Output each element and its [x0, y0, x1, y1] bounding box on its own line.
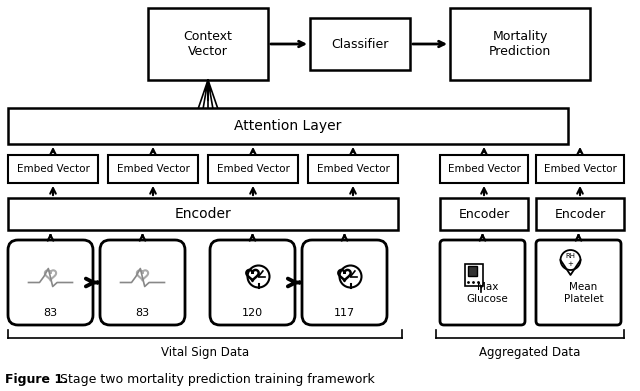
- Text: Encoder: Encoder: [554, 208, 605, 221]
- Text: Attention Layer: Attention Layer: [234, 119, 342, 133]
- Text: Figure 1.: Figure 1.: [5, 373, 68, 386]
- Bar: [8, 108, 568, 144]
- FancyBboxPatch shape: [8, 240, 93, 325]
- Text: Embed Vector: Embed Vector: [317, 164, 389, 174]
- Bar: [440, 198, 528, 230]
- FancyBboxPatch shape: [536, 240, 621, 325]
- Bar: [467, 266, 477, 276]
- Text: RH
+: RH +: [566, 253, 575, 267]
- Text: 120: 120: [242, 308, 263, 318]
- FancyBboxPatch shape: [210, 240, 295, 325]
- Bar: [440, 155, 528, 183]
- Bar: [308, 155, 398, 183]
- Text: Embed Vector: Embed Vector: [116, 164, 189, 174]
- FancyBboxPatch shape: [302, 240, 387, 325]
- Text: Embed Vector: Embed Vector: [216, 164, 289, 174]
- Bar: [536, 155, 624, 183]
- Text: Embed Vector: Embed Vector: [17, 164, 90, 174]
- Bar: [310, 18, 410, 70]
- Text: Mean
Platelet: Mean Platelet: [564, 282, 604, 303]
- Bar: [450, 8, 590, 80]
- Text: 83: 83: [136, 308, 150, 318]
- Text: Classifier: Classifier: [332, 38, 388, 50]
- Text: 83: 83: [44, 308, 58, 318]
- Bar: [208, 155, 298, 183]
- Text: 117: 117: [334, 308, 355, 318]
- Text: Context
Vector: Context Vector: [184, 30, 232, 58]
- Text: Encoder: Encoder: [458, 208, 509, 221]
- Text: Embed Vector: Embed Vector: [447, 164, 520, 174]
- Bar: [536, 198, 624, 230]
- Text: Max
Glucose: Max Glucose: [467, 282, 508, 303]
- Text: Embed Vector: Embed Vector: [543, 164, 616, 174]
- Text: Aggregated Data: Aggregated Data: [479, 346, 580, 359]
- Bar: [148, 8, 268, 80]
- Text: Stage two mortality prediction training framework: Stage two mortality prediction training …: [60, 373, 375, 386]
- Bar: [8, 198, 398, 230]
- Text: Vital Sign Data: Vital Sign Data: [161, 346, 249, 359]
- Text: Encoder: Encoder: [175, 207, 232, 221]
- Bar: [465, 264, 483, 286]
- FancyBboxPatch shape: [100, 240, 185, 325]
- FancyBboxPatch shape: [440, 240, 525, 325]
- Bar: [108, 155, 198, 183]
- Text: Mortality
Prediction: Mortality Prediction: [489, 30, 551, 58]
- Bar: [8, 155, 98, 183]
